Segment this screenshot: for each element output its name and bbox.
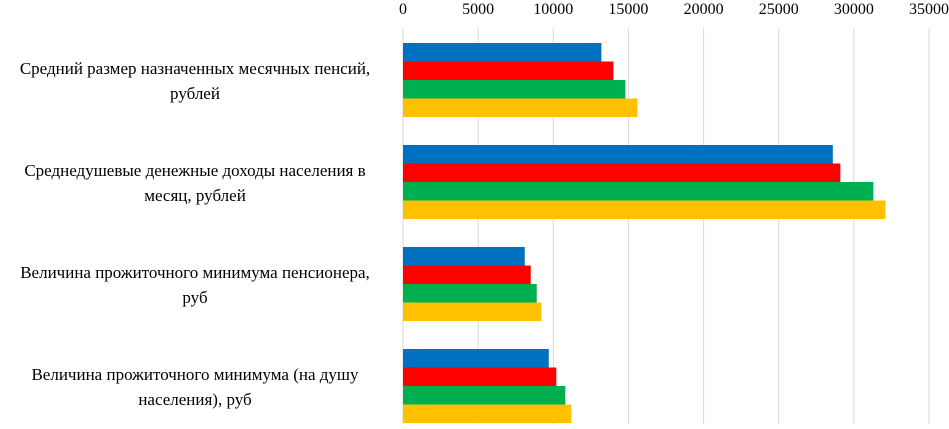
bar <box>403 265 531 284</box>
category-label: населения), руб <box>138 390 251 409</box>
bar <box>403 349 549 368</box>
bar <box>403 98 638 117</box>
bar <box>403 404 572 423</box>
category-label: месяц, рублей <box>144 186 246 205</box>
category-label: рублей <box>170 84 220 103</box>
x-tick-label: 20000 <box>684 1 724 18</box>
x-tick-label: 25000 <box>759 1 799 18</box>
x-tick-label: 5000 <box>462 1 494 18</box>
x-tick-label: 35000 <box>909 1 949 18</box>
bar <box>403 61 614 80</box>
x-tick-label: 10000 <box>533 1 573 18</box>
x-tick-label: 30000 <box>834 1 874 18</box>
bar <box>403 247 525 266</box>
bar <box>403 200 886 219</box>
category-label: Величина прожиточного минимума (на душу <box>31 365 359 384</box>
category-label: Величина прожиточного минимума пенсионер… <box>20 263 370 282</box>
bar <box>403 284 537 303</box>
x-tick-label: 15000 <box>608 1 648 18</box>
category-label: Средний размер назначенных месячных пенс… <box>20 59 370 78</box>
x-axis-ticks: 0 5000 10000 15000 20000 25000 30000 35000 <box>399 1 949 18</box>
bar <box>403 386 566 405</box>
category-label: руб <box>182 288 207 307</box>
bar <box>403 163 841 182</box>
bars <box>403 43 886 423</box>
bar <box>403 43 602 62</box>
x-tick-label: 0 <box>399 1 407 18</box>
bar <box>403 367 557 386</box>
category-labels: Средний размер назначенных месячных пенс… <box>20 59 370 409</box>
bar <box>403 80 626 99</box>
category-label: Среднедушевые денежные доходы населения … <box>24 161 365 180</box>
bar <box>403 145 833 164</box>
bar <box>403 182 874 201</box>
bar <box>403 302 542 321</box>
